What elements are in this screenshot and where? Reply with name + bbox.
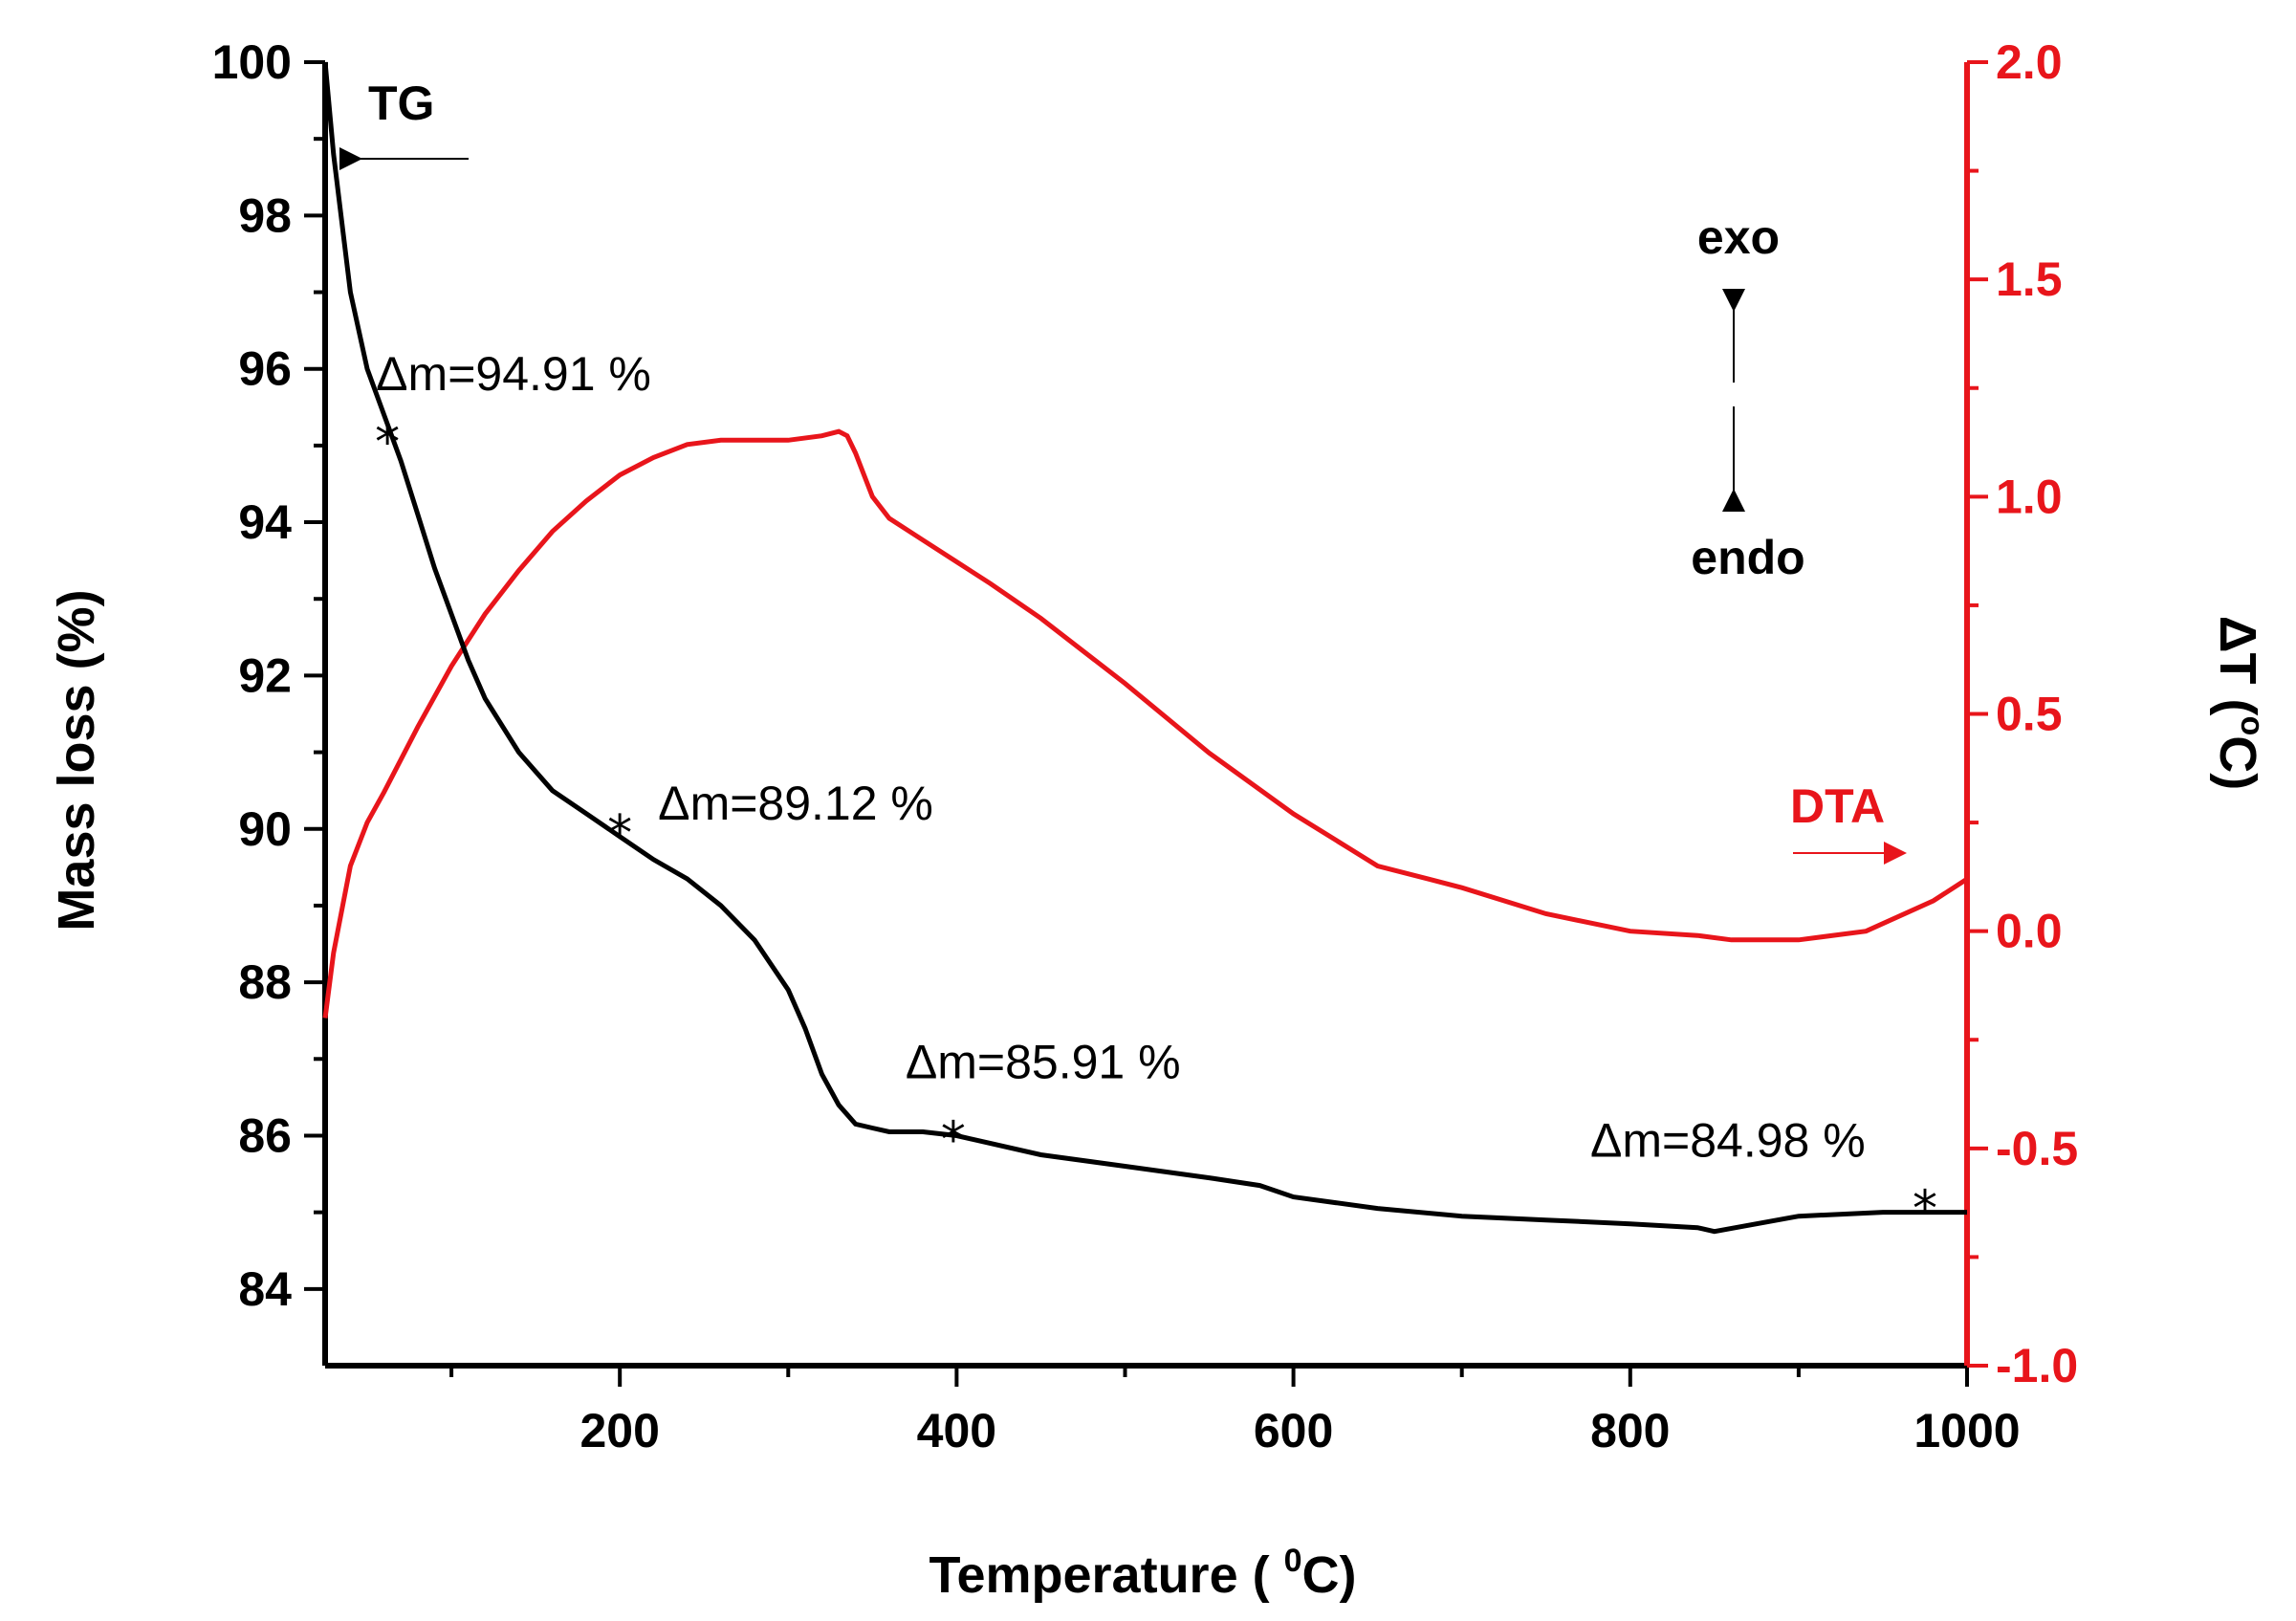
mass-loss-markers: * Δm=94.91 % * Δm=89.12 % * Δm=85.91 % * Δm=84.… bbox=[375, 347, 1937, 1238]
left-y-axis-ticks: 84 86 88 90 92 94 96 98 100 bbox=[212, 35, 325, 1316]
mass-loss-marker: * bbox=[607, 805, 632, 863]
left-y-tick-label: 88 bbox=[238, 955, 292, 1009]
dta-series-line bbox=[322, 428, 1969, 1019]
left-y-axis-title: Mass loss (%) bbox=[48, 589, 105, 931]
left-y-tick-label: 92 bbox=[238, 648, 292, 702]
right-y-tick-label: 2.0 bbox=[1996, 35, 2063, 89]
mass-loss-marker: * bbox=[941, 1111, 966, 1169]
left-y-tick-label: 84 bbox=[238, 1262, 292, 1316]
mass-loss-label: Δm=84.98 % bbox=[1590, 1114, 1866, 1168]
right-y-tick-label: 1.5 bbox=[1996, 252, 2063, 306]
left-y-tick-label: 90 bbox=[238, 802, 292, 856]
right-y-tick-label: 0.0 bbox=[1996, 905, 2063, 958]
left-y-tick-label: 94 bbox=[238, 495, 292, 549]
x-tick-label: 1000 bbox=[1913, 1404, 2020, 1457]
tg-series-line bbox=[322, 61, 1967, 1235]
mass-loss-marker: * bbox=[375, 414, 400, 471]
dta-series-label: DTA bbox=[1790, 779, 1885, 833]
mass-loss-label: Δm=89.12 % bbox=[658, 777, 933, 830]
mass-loss-label: Δm=94.91 % bbox=[376, 347, 651, 401]
x-axis-title: Temperature ( 0C) bbox=[929, 1543, 1357, 1604]
exo-label: exo bbox=[1697, 210, 1780, 264]
x-axis-ticks: 200 400 600 800 1000 bbox=[449, 1366, 2021, 1457]
x-tick-label: 600 bbox=[1254, 1404, 1333, 1457]
mass-loss-label: Δm=85.91 % bbox=[906, 1035, 1181, 1088]
x-tick-label: 800 bbox=[1590, 1404, 1670, 1457]
right-y-tick-label: 1.0 bbox=[1996, 470, 2063, 523]
tg-series-label: TG bbox=[368, 77, 434, 130]
right-y-axis-title: ΔT (oC) bbox=[2209, 616, 2270, 791]
left-y-tick-label: 98 bbox=[238, 188, 292, 242]
x-tick-label: 400 bbox=[917, 1404, 996, 1457]
right-y-tick-label: -0.5 bbox=[1996, 1122, 2078, 1175]
right-y-tick-label: 0.5 bbox=[1996, 688, 2063, 741]
mass-loss-marker: * bbox=[1913, 1181, 1937, 1238]
left-y-tick-label: 96 bbox=[238, 342, 292, 396]
right-y-axis-ticks: -1.0 -0.5 0.0 0.5 1.0 1.5 2.0 bbox=[1967, 35, 2078, 1392]
x-tick-label: 200 bbox=[579, 1404, 659, 1457]
left-y-tick-label: 100 bbox=[212, 35, 292, 89]
right-y-tick-label: -1.0 bbox=[1996, 1339, 2078, 1392]
endo-label: endo bbox=[1691, 531, 1804, 584]
left-y-tick-label: 86 bbox=[238, 1108, 292, 1162]
